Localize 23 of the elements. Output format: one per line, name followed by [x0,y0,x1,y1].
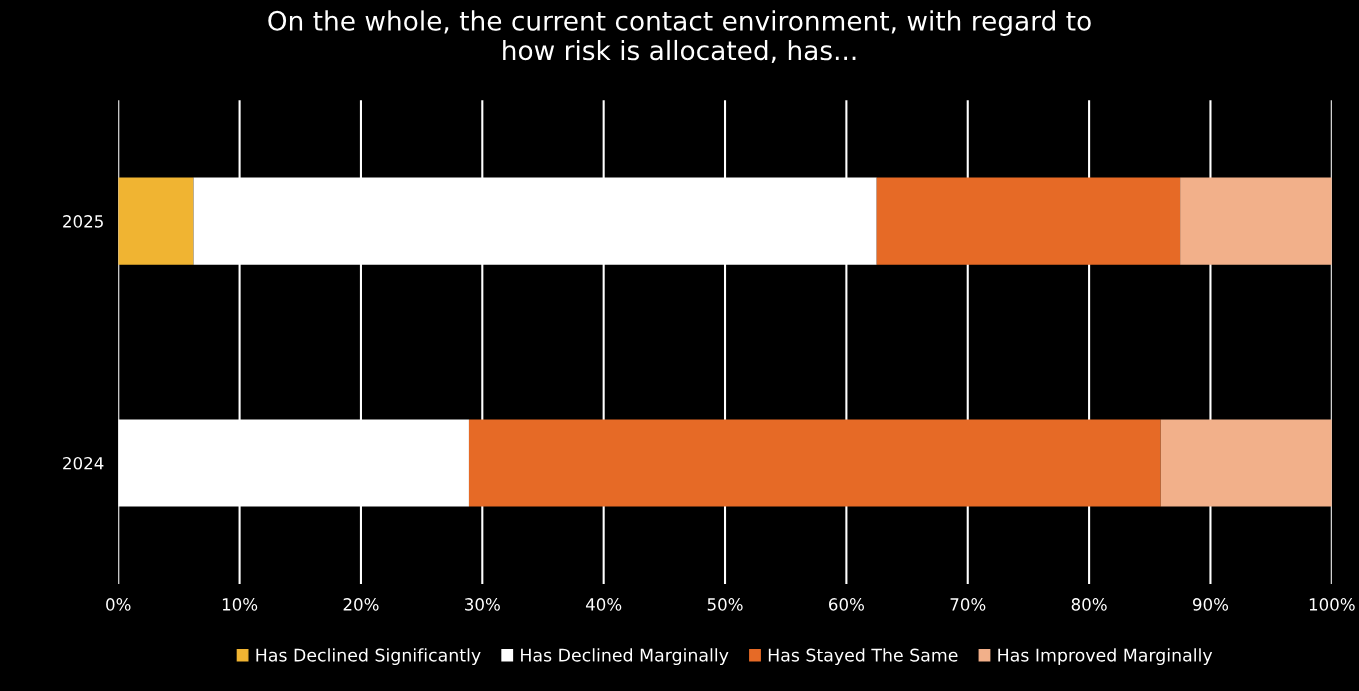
bar [468,419,1161,507]
legend-label: Has Declined Marginally [521,648,729,666]
x-tick-label: 60% [829,598,864,611]
x-tick-label: 100% [1309,598,1355,611]
bar [118,177,194,265]
y-tick-label: 2024 [63,456,104,470]
legend-label: Has Stayed The Same [768,648,958,666]
y-tick-label: 2025 [63,215,103,228]
bar [876,177,1181,265]
chart-title: On the whole, the current contact environment, with regard to how risk is allocated, has... [268,10,1091,64]
x-tick-label: 80% [1071,598,1107,611]
x-tick-label: 50% [707,598,743,611]
bar [1160,419,1332,507]
x-tick-label: 90% [1192,598,1229,611]
x-tick-label: 0% [106,598,131,611]
x-tick-label: 40% [585,598,622,611]
x-tick-label: 70% [950,598,986,611]
bar [1180,177,1332,265]
legend-label: Has Improved Marginally [998,648,1213,666]
legend-label: Has Declined Significantly [256,648,481,666]
x-tick-label: 10% [222,598,258,611]
x-tick-label: 30% [465,598,500,611]
x-tick-label: 20% [343,598,379,611]
